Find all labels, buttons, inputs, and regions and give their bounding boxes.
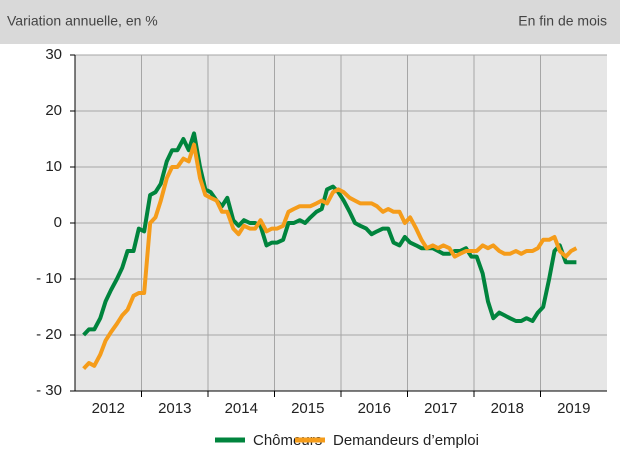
series-line [82, 131, 577, 337]
x-tick-label: 2014 [225, 400, 258, 417]
x-tick-label: 2018 [491, 400, 524, 417]
x-tick-label: 2016 [358, 400, 391, 417]
x-tick-label: 2012 [92, 400, 125, 417]
series-line [82, 142, 578, 370]
x-tick-label: 2013 [158, 400, 191, 417]
y-tick-label: 0 [54, 214, 62, 231]
y-tick-label: 10 [45, 158, 62, 175]
x-tick-label: 2019 [557, 400, 590, 417]
x-tick-label: 2015 [291, 400, 324, 417]
y-tick-label: - 20 [36, 326, 62, 343]
legend-label: Demandeurs d’emploi [333, 432, 479, 449]
subtitle: Variation annuelle, en % [7, 13, 158, 29]
y-tick-label: 30 [45, 46, 62, 63]
header-band [0, 0, 620, 44]
note: En fin de mois [518, 13, 607, 29]
y-tick-label: - 10 [36, 270, 62, 287]
y-tick-label: 20 [45, 102, 62, 119]
y-tick-label: - 30 [36, 382, 62, 399]
legend-label: Chômeurs [253, 432, 322, 449]
x-tick-label: 2017 [424, 400, 457, 417]
